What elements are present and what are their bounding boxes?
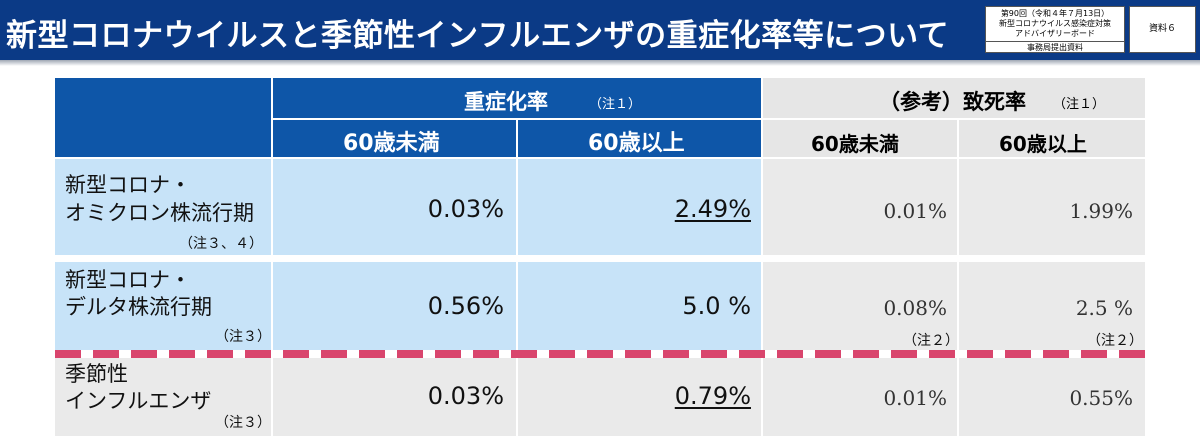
row-label-note: （注３） <box>215 329 271 345</box>
cell-omicron-fatal-over60: 1.99% <box>959 159 1145 255</box>
value-text: 0.79% <box>674 382 751 410</box>
row-label-line1: 季節性 <box>65 362 128 386</box>
row-omicron-label-cell: 新型コロナ・ オミクロン株流行期 （注３、４） <box>55 159 271 255</box>
cell-delta-fatal-under60: 0.08% （注２） <box>763 262 959 350</box>
header-bar: 新型コロナウイルスと季節性インフルエンザの重症化率等について 第90回（令和４年… <box>0 0 1200 60</box>
row-label-line1: 新型コロナ・ <box>65 173 191 197</box>
meeting-info-line: 新型コロナウイルス感染症対策 <box>999 19 1111 28</box>
value-text: 0.01% <box>883 199 947 223</box>
col-header-label: 60歳未満 <box>343 131 440 156</box>
value-text: 0.01% <box>883 386 947 410</box>
row-influenza-label-cell: 季節性 インフルエンザ （注３） <box>55 358 271 436</box>
row-label-line2: インフルエンザ <box>65 389 212 413</box>
row-label-note: （注３） <box>215 415 271 431</box>
cell-influenza-severe-under60: 0.03% <box>273 358 516 436</box>
row-label-line2: オミクロン株流行期 <box>65 201 254 225</box>
value-text: 1.99% <box>1069 199 1133 223</box>
value-text: 0.08% <box>883 296 947 320</box>
value-text: 0.56% <box>427 292 504 320</box>
value-text: 2.49% <box>674 195 751 223</box>
cell-influenza-severe-over60: 0.79% <box>518 358 761 436</box>
meeting-info-line: アドバイザリーボード <box>1015 29 1095 38</box>
header-shadow <box>0 60 1200 66</box>
severe-group-label: 重症化率 <box>464 90 548 114</box>
cell-omicron-severe-under60: 0.03% <box>273 159 516 255</box>
cell-influenza-fatal-over60: 0.55% <box>959 358 1145 436</box>
value-text: 0.55% <box>1069 386 1133 410</box>
col-header-fatal-under60: 60歳未満 <box>763 120 957 157</box>
cell-omicron-severe-over60: 2.49% <box>518 159 761 255</box>
row-label-line2: デルタ株流行期 <box>65 295 212 319</box>
page-title: 新型コロナウイルスと季節性インフルエンザの重症化率等について <box>6 18 950 54</box>
cell-delta-severe-over60: 5.0 % <box>518 262 761 350</box>
col-header-label: 60歳未満 <box>811 132 899 156</box>
row-divider-pink-dashed <box>55 350 1145 358</box>
col-header-fatal-over60: 60歳以上 <box>959 120 1145 157</box>
severe-group-note: （注１） <box>589 97 642 112</box>
cell-influenza-fatal-under60: 0.01% <box>763 358 957 436</box>
col-header-label: 60歳以上 <box>588 131 685 156</box>
corner-header-cell <box>55 78 271 157</box>
value-text: 0.03% <box>427 195 504 223</box>
meeting-info-box: 第90回（令和４年７月13日） 新型コロナウイルス感染症対策 アドバイザリーボー… <box>985 6 1125 53</box>
document-number-badge: 資料６ <box>1129 6 1196 53</box>
row-label-note: （注３、４） <box>179 236 263 252</box>
cell-omicron-fatal-under60: 0.01% <box>763 159 957 255</box>
row-delta-label-cell: 新型コロナ・ デルタ株流行期 （注３） <box>55 262 271 350</box>
value-text: 5.0 % <box>682 292 751 320</box>
fatality-group-note: （注１） <box>1053 97 1106 112</box>
value-note: （注２） <box>1087 333 1143 349</box>
severe-group-header: 重症化率 （注１） <box>273 78 761 118</box>
col-header-label: 60歳以上 <box>999 132 1087 156</box>
meeting-info-line: 事務局提出資料 <box>1027 43 1083 52</box>
fatality-group-label: （参考）致死率 <box>879 90 1026 114</box>
row-label-line1: 新型コロナ・ <box>65 268 191 292</box>
meeting-info-top: 第90回（令和４年７月13日） 新型コロナウイルス感染症対策 アドバイザリーボー… <box>986 7 1124 42</box>
cell-delta-fatal-over60: 2.5 % （注２） <box>959 262 1145 350</box>
fatality-group-header: （参考）致死率 （注１） <box>763 78 1145 118</box>
col-header-severe-under60: 60歳未満 <box>273 120 516 157</box>
cell-delta-severe-under60: 0.56% <box>273 262 516 350</box>
value-text: 0.03% <box>427 382 504 410</box>
row-divider-dashed <box>55 255 1145 262</box>
meeting-info-line: 第90回（令和４年７月13日） <box>1000 9 1110 18</box>
col-header-severe-over60: 60歳以上 <box>518 120 761 157</box>
value-text: 2.5 % <box>1075 296 1133 320</box>
value-note: （注２） <box>903 333 959 349</box>
